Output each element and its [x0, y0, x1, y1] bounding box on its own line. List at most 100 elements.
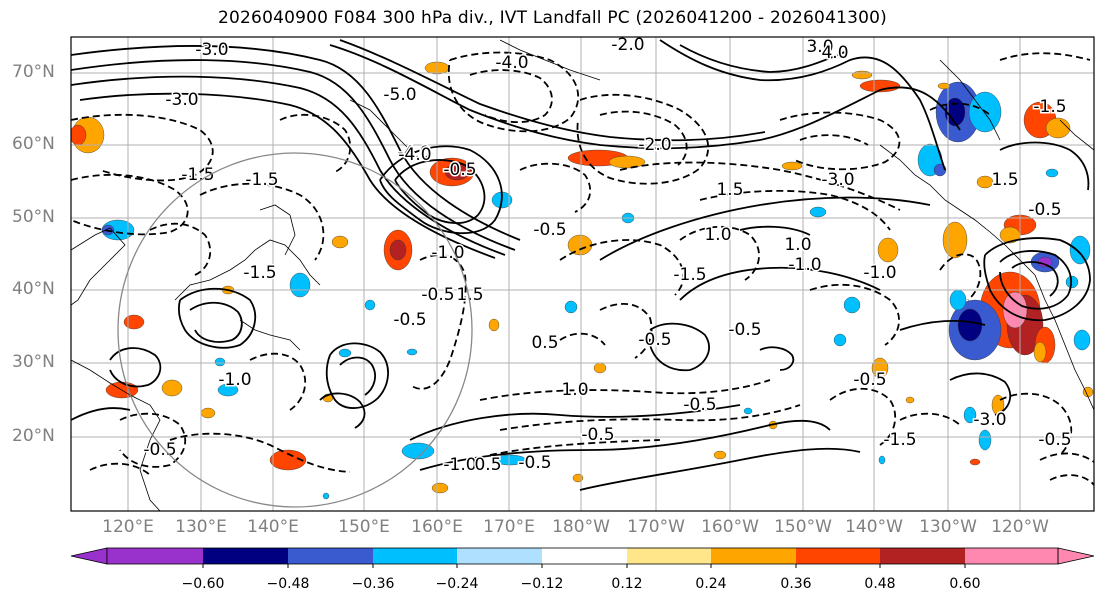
contour-positive [759, 346, 795, 371]
lon-label: 140°W [845, 517, 903, 537]
coastline [174, 239, 321, 301]
contour-labels: -3.0 -4.0 -3.0 -2.0 3.0 -1.5 -1.5 -4.0 -2.0 -1.5 -… [142, 35, 1073, 477]
contour-positive [679, 266, 881, 301]
contour-label: 1.0 [561, 380, 588, 400]
ivt-blob [1002, 291, 1028, 329]
coastline [71, 227, 126, 306]
colorbar-swatch [288, 548, 373, 564]
contour-negative [169, 432, 351, 473]
contour-label: 0.5 [474, 455, 501, 475]
contour-positive [999, 250, 1072, 310]
ivt-shading [71, 61, 1094, 500]
contour-label: -0.5 [143, 440, 176, 460]
ivt-blob [933, 163, 947, 177]
contour-positive [659, 39, 946, 171]
ivt-blob [289, 272, 311, 298]
contour-negative [1039, 452, 1094, 463]
contour-negative [489, 439, 661, 456]
ivt-blob [364, 299, 376, 311]
ivt-blob [564, 300, 578, 314]
contour-label: -4.0 [397, 143, 430, 163]
ivt-blob [1045, 117, 1071, 139]
contour-positive [71, 59, 516, 251]
ivt-blob [843, 296, 861, 314]
contour-label: -3.0 [165, 90, 198, 110]
radius-circle [117, 152, 473, 508]
contour-positive [999, 141, 1090, 191]
colorbar-tick-label: −0.48 [266, 576, 310, 592]
lon-label: 170°E [483, 517, 535, 537]
contour-positive [339, 39, 766, 142]
contour-positive [79, 92, 496, 259]
ivt-blob [269, 449, 307, 471]
ivt-blob [937, 82, 951, 90]
contour-label: -3.0 [973, 410, 1006, 430]
lat-label: 60°N [12, 134, 55, 154]
ivt-blob [389, 239, 407, 261]
ivt-blob [833, 333, 847, 347]
contour-negative [679, 225, 760, 281]
contour-label: -1.5 [243, 263, 276, 283]
contour-label: 1.0 [784, 235, 811, 255]
contour-negative [499, 404, 801, 431]
colorbar-swatch [965, 548, 1058, 564]
colorbar-tick-label: 0.48 [864, 576, 896, 592]
contour-positive [109, 347, 162, 388]
colorbar-extend-right [1057, 547, 1095, 565]
contour-label: -1.0 [218, 370, 251, 390]
ivt-blob [331, 235, 349, 249]
colorbar-swatch [542, 548, 627, 564]
contour-negative [1049, 474, 1094, 486]
lat-label: 20°N [12, 426, 55, 446]
ivt-blob [1073, 329, 1091, 351]
contour-label: -1.5 [245, 170, 278, 190]
ivt-blob [322, 492, 330, 500]
contour-label: -1.5 [181, 165, 214, 185]
contour-negative [899, 412, 961, 426]
ivt-blob [781, 161, 803, 171]
contour-label: -0.5 [581, 425, 614, 445]
contour-negative [619, 161, 901, 211]
contour-positive [394, 159, 486, 224]
contour-label: -1.5 [673, 265, 706, 285]
coastline [239, 319, 301, 351]
map-frame [70, 36, 1095, 512]
contour-negative [199, 182, 325, 261]
colorbar-extend-left [70, 547, 108, 565]
coastline [1059, 119, 1094, 151]
ivt-blob [1069, 235, 1091, 265]
contour-negative [149, 222, 212, 276]
contour-label: -2.0 [611, 35, 644, 55]
contour-label: -0.5 [683, 395, 716, 415]
lon-label: 130°W [919, 517, 977, 537]
contour-label: -1.0 [788, 255, 821, 275]
ivt-blob [123, 314, 145, 330]
contour-label: -0.5 [1038, 430, 1071, 450]
contour-label: -2.0 [638, 135, 671, 155]
contour-positive [71, 407, 131, 421]
lat-label: 40°N [12, 279, 55, 299]
contour-label: -1.0 [863, 263, 896, 283]
contour-label: -1.5 [883, 430, 916, 450]
contour-negative [576, 93, 710, 185]
coastline [71, 359, 161, 511]
ivt-blob [944, 97, 966, 127]
graticule [71, 37, 1094, 511]
ivt-blob [401, 442, 435, 460]
contour-negative [599, 303, 653, 359]
contour-negative [519, 162, 592, 213]
contour-label: -3.0 [195, 40, 228, 60]
contour-label: 0.5 [531, 333, 558, 353]
contour-negative [559, 239, 685, 296]
ivt-blob [942, 221, 968, 259]
contour-label: -0.5 [443, 160, 476, 180]
ivt-blob [406, 348, 418, 356]
contour-positive [319, 392, 366, 429]
lon-label: 150°W [774, 517, 832, 537]
colorbar-tick-label: 0.24 [695, 576, 727, 592]
contour-positive [325, 342, 389, 409]
contour-negative [999, 52, 1091, 61]
colorbar-swatch [796, 548, 880, 564]
colorbar-tick-label: −0.12 [520, 576, 564, 592]
contour-label: -1.0 [443, 455, 476, 475]
